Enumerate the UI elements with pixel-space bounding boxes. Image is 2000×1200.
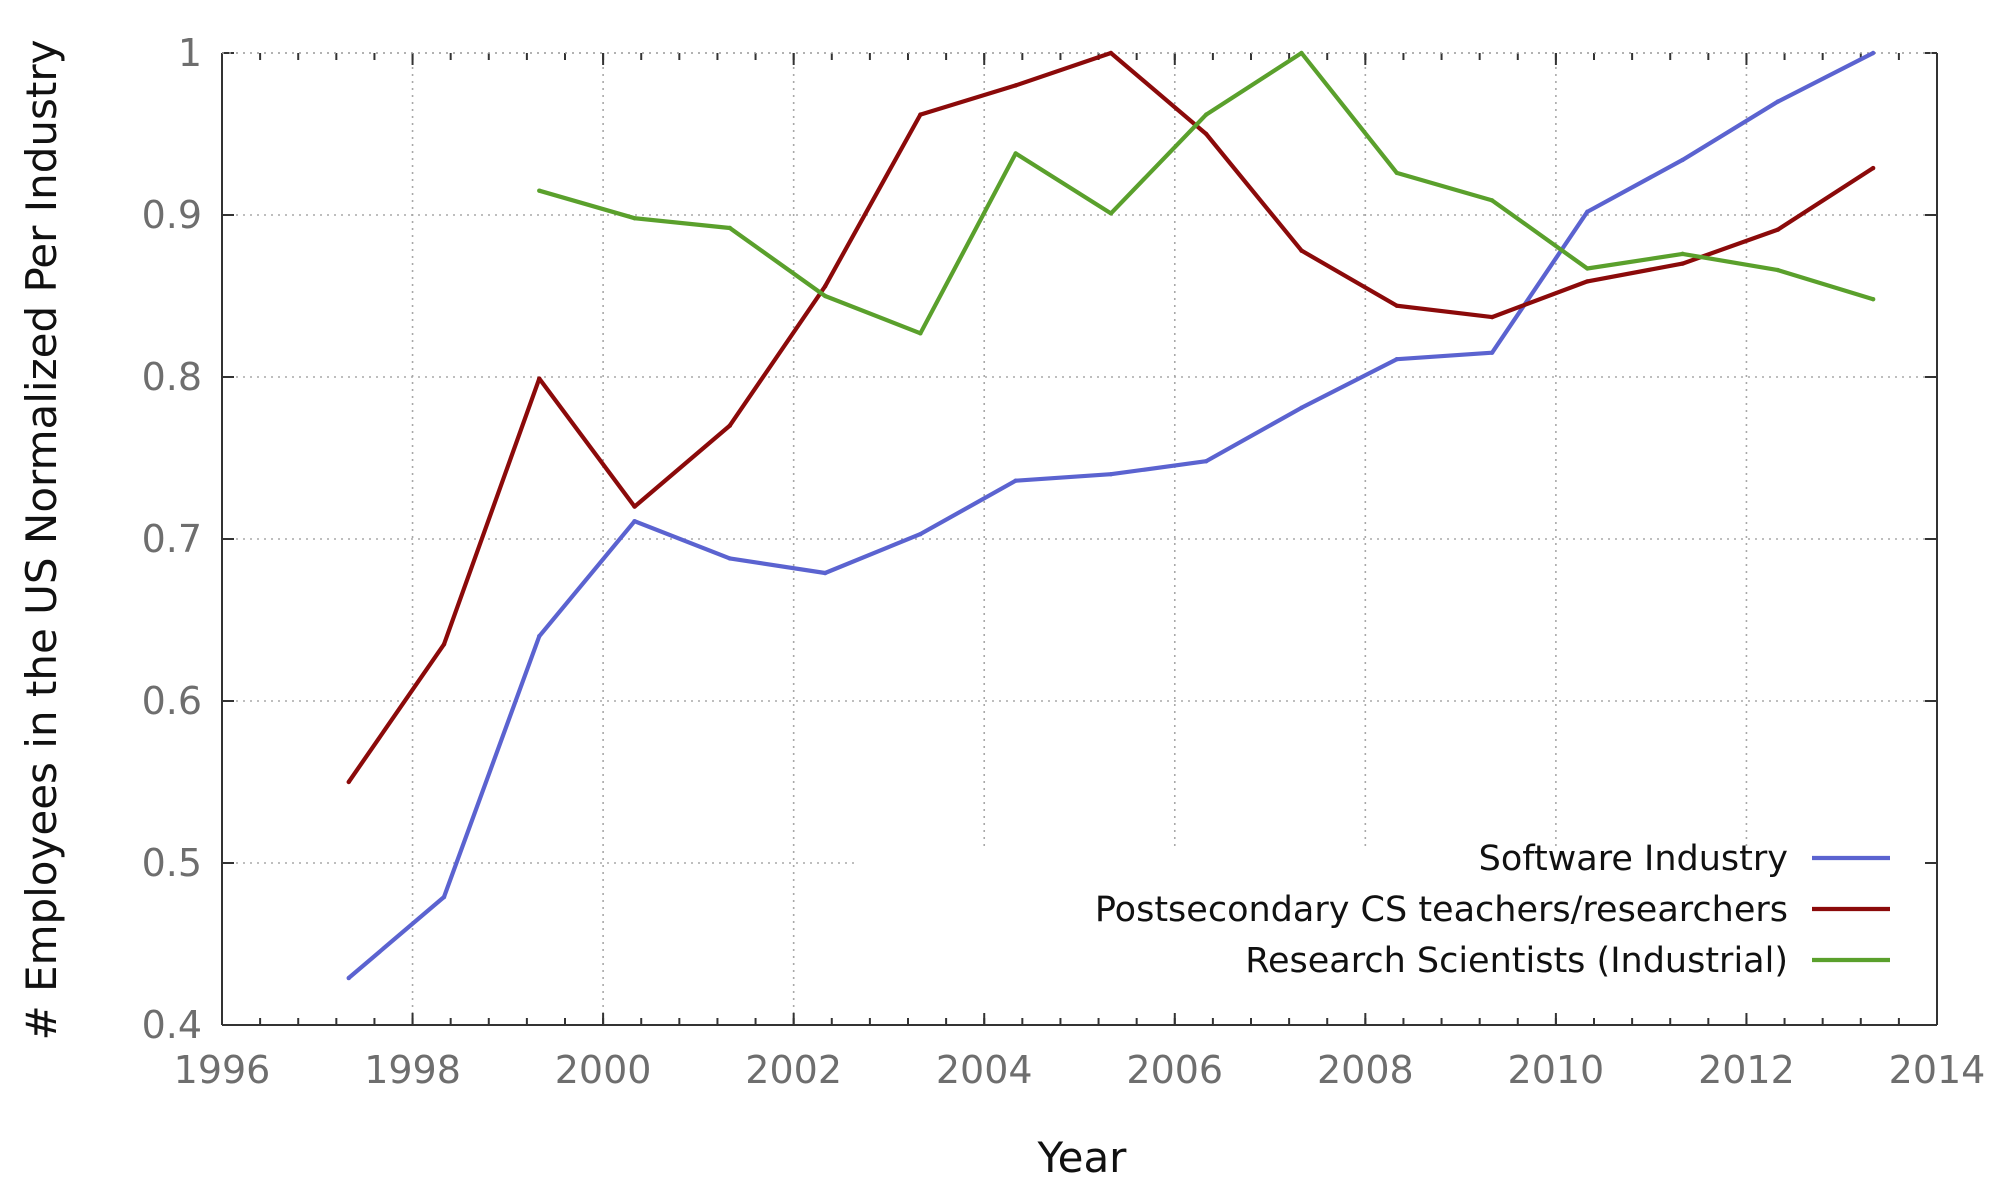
x-tick-label: 2014 bbox=[1889, 1048, 1986, 1092]
data-point bbox=[1489, 350, 1495, 355]
x-tick-label: 2008 bbox=[1317, 1048, 1414, 1092]
data-point bbox=[1394, 356, 1399, 362]
data-point bbox=[1489, 314, 1495, 320]
x-tick-label: 2002 bbox=[745, 1048, 842, 1092]
data-point bbox=[441, 894, 447, 900]
data-point bbox=[1870, 165, 1876, 171]
data-point bbox=[537, 376, 542, 381]
data-point bbox=[1585, 279, 1590, 284]
data-point bbox=[1299, 405, 1304, 410]
data-point bbox=[1108, 50, 1114, 56]
x-tick-label: 2010 bbox=[1508, 1048, 1605, 1092]
data-point bbox=[1394, 303, 1399, 308]
data-point bbox=[1585, 209, 1590, 214]
data-point bbox=[1870, 50, 1876, 56]
data-point bbox=[1775, 227, 1781, 232]
data-point bbox=[1585, 266, 1590, 271]
data-point bbox=[1108, 472, 1114, 477]
series-line-2 bbox=[538, 50, 1874, 336]
data-point bbox=[1775, 267, 1781, 273]
data-point bbox=[727, 225, 733, 231]
data-point bbox=[1775, 99, 1781, 104]
grid bbox=[222, 52, 1937, 1025]
data-point bbox=[632, 504, 637, 509]
y-tick-label: 0.6 bbox=[142, 679, 202, 723]
data-point bbox=[632, 518, 637, 524]
data-point bbox=[346, 779, 351, 785]
x-tick-label: 2004 bbox=[936, 1048, 1033, 1092]
data-point bbox=[537, 634, 542, 639]
legend-label: Software Industry bbox=[1479, 839, 1788, 879]
y-tick-label: 0.4 bbox=[142, 1003, 202, 1047]
data-point bbox=[441, 642, 447, 647]
y-tick-label: 0.5 bbox=[142, 841, 202, 885]
data-point bbox=[537, 188, 542, 193]
data-point bbox=[1680, 157, 1685, 163]
y-tick-label: 0.7 bbox=[142, 517, 202, 561]
x-axis-title: Year bbox=[1037, 1133, 1128, 1182]
x-tick-label: 1996 bbox=[174, 1048, 271, 1092]
data-point bbox=[1204, 112, 1209, 117]
data-point bbox=[727, 423, 733, 428]
data-point bbox=[346, 975, 351, 981]
data-point bbox=[727, 556, 733, 561]
data-point bbox=[1013, 83, 1018, 88]
legend-label: Postsecondary CS teachers/researchers bbox=[1095, 890, 1788, 930]
data-point bbox=[1204, 459, 1209, 464]
axes: 1996 1998 2000 2002 2004 2006 2008 2010 2012 2014… bbox=[142, 31, 1986, 1092]
x-tick-label: 2006 bbox=[1126, 1048, 1223, 1092]
x-tick-label: 2012 bbox=[1698, 1048, 1795, 1092]
data-point bbox=[1013, 478, 1018, 483]
x-tick-label: 2000 bbox=[555, 1048, 652, 1092]
data-point bbox=[1489, 198, 1495, 203]
data-point bbox=[1299, 248, 1304, 253]
data-point bbox=[1013, 151, 1018, 156]
data-point bbox=[1108, 211, 1114, 216]
data-point bbox=[918, 531, 923, 537]
series-line-1 bbox=[346, 50, 1875, 784]
data-point bbox=[918, 331, 923, 336]
series-group bbox=[346, 50, 1876, 981]
data-point bbox=[1680, 261, 1685, 266]
data-point bbox=[1870, 297, 1876, 302]
data-point bbox=[1204, 131, 1209, 137]
y-tick-label: 1 bbox=[178, 31, 202, 75]
data-point bbox=[822, 570, 828, 576]
data-point bbox=[918, 112, 923, 117]
x-tick-label: 1998 bbox=[364, 1048, 461, 1092]
legend: Software Industry Postsecondary CS teache… bbox=[1095, 839, 1890, 981]
data-point bbox=[632, 216, 637, 221]
data-point bbox=[822, 284, 828, 289]
y-tick-label: 0.8 bbox=[142, 355, 202, 399]
y-axis-title: # Employees in the US Normalized Per Ind… bbox=[17, 39, 66, 1040]
legend-label: Research Scientists (Industrial) bbox=[1245, 941, 1788, 981]
data-point bbox=[1394, 170, 1399, 176]
data-point bbox=[1299, 50, 1304, 56]
data-point bbox=[822, 293, 828, 299]
y-tick-label: 0.9 bbox=[142, 193, 202, 237]
data-point bbox=[1680, 251, 1685, 257]
